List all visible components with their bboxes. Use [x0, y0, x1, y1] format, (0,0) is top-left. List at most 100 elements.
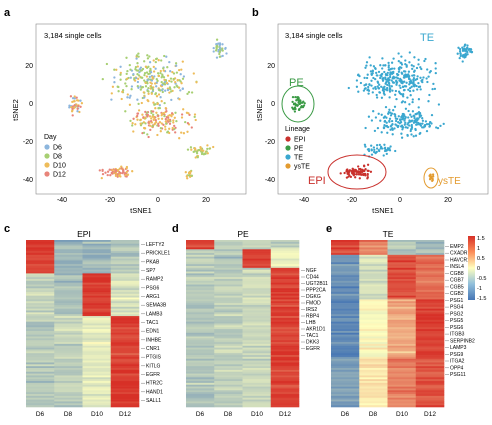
gene-label: NGF: [306, 268, 317, 274]
y-tick-label: -20: [23, 139, 33, 146]
scatter-point: [101, 77, 104, 81]
x-axis-label-b: tSNE1: [372, 206, 394, 215]
scatter-point: [202, 149, 205, 152]
heatmap-cell: [415, 310, 445, 313]
scatter-point: [355, 85, 359, 88]
scatter-point: [165, 110, 168, 113]
heatmap-cell: [331, 334, 360, 337]
scatter-point: [215, 56, 219, 59]
heatmap-cell: [270, 312, 300, 315]
scatter-point: [364, 126, 367, 130]
heatmap-cell: [415, 254, 445, 257]
scatter-point: [157, 124, 160, 127]
scatter-point: [147, 121, 150, 124]
scatter-point: [361, 170, 364, 174]
gene-label: KITLG: [146, 363, 161, 369]
heatmap-cell: [82, 247, 112, 250]
heatmap-cell: [214, 290, 243, 293]
heatmap-cell: [415, 395, 445, 399]
heatmap-cell: [54, 254, 83, 257]
x-tick-label: -20: [105, 197, 115, 204]
heatmap-cell: [387, 319, 417, 322]
heatmap-cell: [242, 379, 272, 382]
scatter-point: [151, 115, 154, 118]
heatmap-cell: [110, 349, 140, 352]
heatmap-cell: [387, 353, 417, 356]
scatter-point: [425, 123, 429, 126]
scatter-point: [73, 100, 76, 103]
heatmap-cell: [242, 321, 272, 324]
heatmap-cell: [54, 273, 83, 276]
heatmap-cell: [387, 252, 417, 256]
heatmap-cell: [214, 369, 243, 373]
heatmap-cell: [26, 290, 55, 293]
gene-label: IRS2: [306, 307, 317, 313]
heatmap-title-c: EPI: [77, 229, 91, 239]
scatter-point: [161, 88, 164, 92]
heatmap-cell: [110, 304, 140, 308]
scatter-point: [357, 165, 360, 168]
heatmap-cell: [26, 317, 55, 321]
heatmap-cell: [82, 304, 112, 308]
heatmap-cell: [415, 297, 445, 300]
heatmap-cell: [270, 355, 300, 358]
scatter-point: [407, 73, 410, 76]
heatmap-cell: [415, 273, 445, 276]
heatmap-cell: [186, 271, 215, 274]
heatmap-cell: [82, 254, 112, 257]
scatter-point: [120, 167, 123, 170]
heatmap-cell: [387, 327, 417, 330]
heatmap-cell: [242, 278, 272, 282]
scatter-point: [402, 117, 405, 120]
scatter-point: [126, 93, 129, 96]
heatmap-cell: [26, 342, 55, 345]
heatmap-cell: [26, 286, 55, 289]
heatmap-cell: [26, 355, 55, 358]
heatmap-cell: [54, 390, 83, 393]
heatmap-cell: [359, 332, 388, 335]
scatter-point: [379, 119, 382, 122]
scatter-point: [125, 56, 128, 59]
scatter-point: [417, 110, 421, 114]
y-tick-label: 0: [29, 101, 33, 108]
heatmap-cell: [270, 249, 300, 252]
heatmap-cell: [331, 368, 360, 371]
scatter-point: [157, 117, 160, 120]
heatmap-cell: [186, 290, 215, 293]
scatter-point: [466, 44, 469, 47]
heatmap-cell: [270, 308, 300, 311]
heatmap-cell: [242, 338, 272, 341]
heatmap-cell: [54, 373, 83, 376]
heatmap-cell: [26, 366, 55, 369]
scatter-point: [382, 90, 386, 93]
heatmap-cell: [54, 342, 83, 345]
heatmap-cell: [359, 241, 388, 245]
scatter-point: [391, 123, 394, 126]
scatter-point: [172, 119, 175, 122]
heatmap-cell: [242, 252, 272, 256]
scatter-point: [375, 71, 378, 75]
gene-label: SALL1: [146, 398, 161, 404]
heatmap-cell: [270, 323, 300, 326]
heatmap-cell: [387, 271, 417, 274]
scatter-point: [355, 79, 359, 82]
heatmap-cell: [82, 299, 112, 302]
heatmap-cell: [415, 362, 445, 365]
scatter-point: [143, 73, 146, 77]
heatmap-cell: [186, 251, 215, 254]
heatmap-cell: [26, 262, 55, 265]
scatter-point: [418, 132, 421, 136]
heatmap-cell: [214, 386, 243, 389]
heatmap-cell: [54, 323, 83, 326]
colorbar-tick: -1.5: [477, 296, 486, 302]
y-tick-label: 0: [271, 101, 275, 108]
heatmap-cell: [331, 394, 360, 397]
scatter-point: [71, 114, 74, 117]
scatter-point: [294, 95, 297, 99]
heatmap-cell: [82, 319, 112, 322]
heatmap-cell: [110, 288, 140, 291]
heatmap-cell: [26, 277, 55, 280]
scatter-point: [403, 85, 407, 88]
heatmap-cell: [331, 375, 360, 378]
panel-letter-a: a: [4, 7, 11, 19]
